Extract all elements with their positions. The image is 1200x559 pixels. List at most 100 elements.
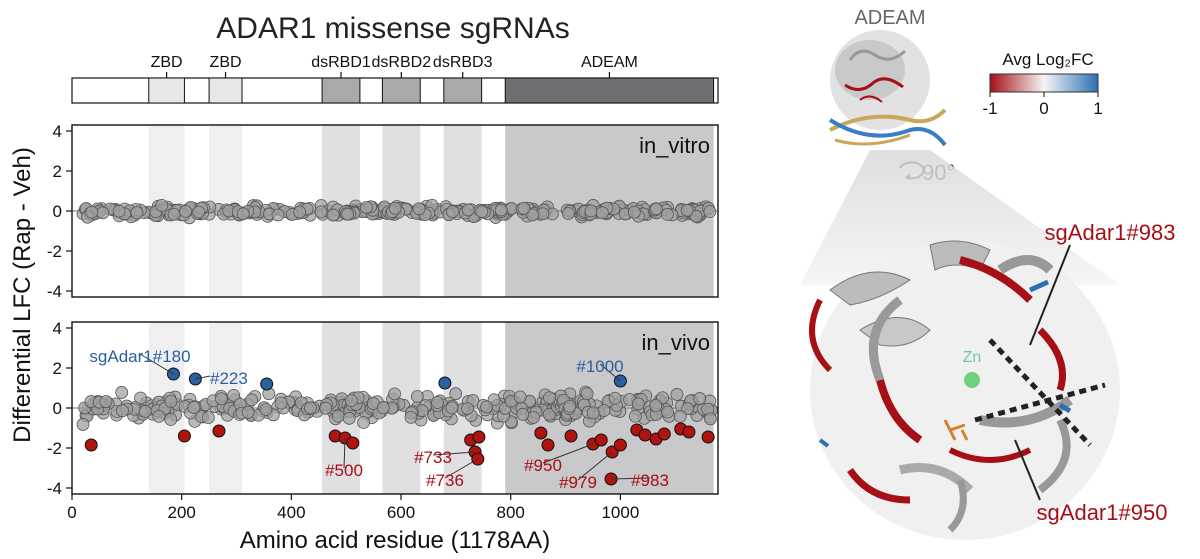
- data-point: [314, 205, 328, 219]
- domain-zbd-0: [148, 77, 185, 104]
- data-point: [241, 405, 255, 419]
- domain-label: dsRBD3: [433, 54, 493, 71]
- highlight-point-neg: [682, 425, 696, 439]
- data-point: [130, 206, 144, 220]
- data-point: [704, 412, 717, 426]
- domain-zbd-1: [208, 77, 243, 104]
- data-point: [680, 203, 694, 217]
- data-point: [561, 207, 575, 220]
- data-point: [116, 404, 129, 418]
- data-point: [271, 208, 285, 222]
- data-point: [388, 201, 402, 215]
- highlight-point-neg: [177, 429, 191, 443]
- highlight-point-neg: [346, 436, 360, 450]
- data-point: [580, 387, 594, 401]
- data-point: [115, 386, 129, 399]
- data-point: [112, 204, 126, 218]
- highlight-point-neg: [613, 438, 627, 452]
- data-point: [274, 396, 288, 410]
- data-point: [342, 411, 356, 425]
- data-point: [164, 413, 178, 426]
- highlight-point-neg: [701, 430, 715, 444]
- annotation-leader: [343, 437, 346, 469]
- structure-panel: ADEAM 90° Avg Log₂FC: [800, 7, 1175, 540]
- domain-map: ZBD ZBD dsRBD1 dsRBD2 dsRBD3 ADEAM: [71, 54, 719, 104]
- callout-line-950: [1014, 439, 1041, 501]
- callout-950: sgAdar1#950: [1037, 500, 1168, 525]
- highlight-point-neg: [657, 427, 671, 441]
- domain-label: ADEAM: [581, 54, 638, 71]
- data-point: [516, 407, 530, 421]
- annotation-label: #979: [559, 473, 597, 492]
- annotation-label: #223: [210, 369, 248, 388]
- data-point: [293, 205, 307, 219]
- data-point: [341, 207, 355, 221]
- y-tick-label: 4: [53, 319, 62, 338]
- annotation-leader: [611, 477, 651, 480]
- highlight-point-neg: [564, 429, 578, 443]
- data-point: [344, 394, 358, 408]
- highlight-point-neg: [638, 428, 652, 442]
- colorbar-tick-label: 1: [1093, 99, 1102, 118]
- panel-label: in_vivo: [642, 330, 710, 355]
- data-point: [76, 418, 90, 431]
- domain-label: ZBD: [151, 54, 183, 71]
- data-point: [167, 207, 181, 221]
- callout-line-983: [1029, 244, 1071, 346]
- highlight-point-neg: [212, 424, 226, 438]
- domain-dsrbd1-2: [321, 77, 361, 104]
- annotation-leader: [542, 443, 594, 464]
- annotation-leader: [195, 375, 211, 380]
- callout-983: sgAdar1#983: [1045, 220, 1176, 245]
- highlight-point-neg: [541, 438, 555, 452]
- structure-top-label: ADEAM: [854, 7, 925, 29]
- data-point: [563, 399, 577, 413]
- domain-dsrbd3-4: [443, 77, 483, 104]
- y-tick-label: -2: [47, 439, 62, 458]
- data-point: [357, 416, 370, 429]
- data-point: [96, 206, 110, 220]
- annotation-label: #1000: [576, 357, 623, 376]
- data-point: [410, 390, 424, 403]
- highlight-point-neg: [84, 438, 98, 452]
- highlight-point-neg: [472, 430, 486, 444]
- data-point: [480, 400, 493, 414]
- data-point: [446, 205, 459, 219]
- y-tick-label: -2: [47, 242, 62, 261]
- data-point: [649, 399, 663, 413]
- data-point: [179, 205, 193, 218]
- colorbar-tick-label: 0: [1039, 99, 1048, 118]
- annotation-label: #736: [426, 471, 464, 490]
- data-point: [388, 387, 401, 401]
- data-point: [586, 406, 600, 420]
- highlight-point-pos: [438, 376, 452, 390]
- data-point: [236, 207, 250, 221]
- data-point: [227, 388, 240, 402]
- data-point: [376, 401, 390, 415]
- data-point: [543, 391, 556, 405]
- x-tick-label: 400: [277, 503, 305, 522]
- data-point: [326, 208, 340, 222]
- data-point: [85, 205, 99, 219]
- data-point: [689, 209, 703, 223]
- y-tick-label: 4: [53, 122, 62, 141]
- data-point: [319, 401, 333, 415]
- data-point: [99, 395, 113, 408]
- x-tick-label: 1000: [601, 503, 639, 522]
- data-point: [595, 206, 609, 220]
- y-axis-label: Differential LFC (Rap - Veh): [9, 147, 36, 443]
- data-point: [445, 401, 459, 415]
- annotation-label: #500: [325, 461, 363, 480]
- data-point: [152, 409, 166, 423]
- annotation-leader: [577, 451, 613, 481]
- data-point: [215, 392, 228, 406]
- data-point: [192, 205, 206, 219]
- x-tick-label: 600: [387, 503, 415, 522]
- data-point: [517, 201, 531, 215]
- data-point: [542, 407, 556, 421]
- domain-label: ZBD: [210, 54, 242, 71]
- data-point: [164, 395, 178, 408]
- panel-in-vivo: 4 2 0 -2 -4 in_vivo 0 200 400 600 800 1000 sgAdar1#1…: [47, 319, 719, 522]
- x-tick-label: 800: [497, 503, 525, 522]
- data-point: [412, 202, 426, 216]
